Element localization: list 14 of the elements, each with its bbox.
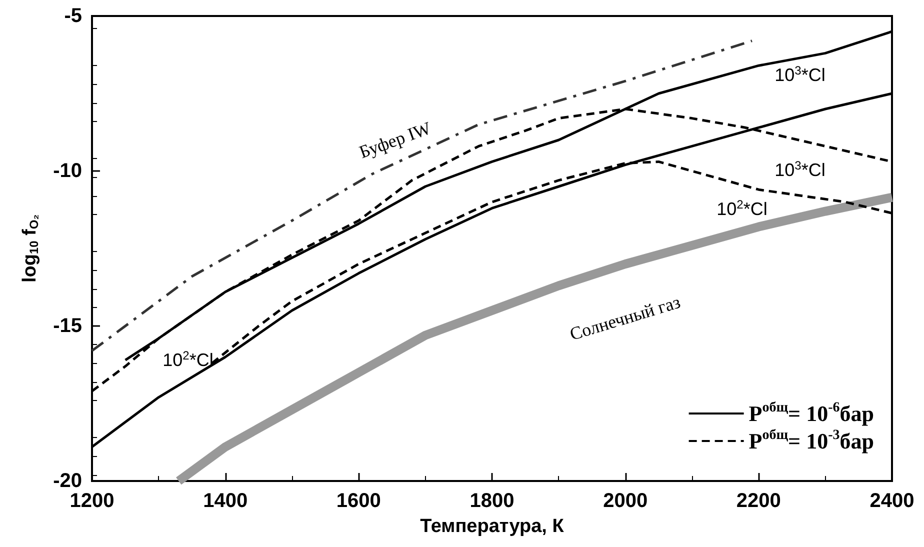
y-axis-title: log10 fO₂ xyxy=(20,214,41,283)
x-tick-label: 1600 xyxy=(336,490,381,512)
y-tick-label: -5 xyxy=(64,5,82,27)
y-tick-label: -20 xyxy=(53,470,82,492)
x-tick-label: 1800 xyxy=(470,490,514,512)
x-axis-title: Температура, К xyxy=(420,516,564,537)
y-tick-label: -10 xyxy=(53,160,82,182)
x-tick-label: 1400 xyxy=(203,490,248,512)
x-tick-label: 2000 xyxy=(603,490,648,512)
annotation: Буфер IW xyxy=(356,118,434,162)
x-tick-label: 1200 xyxy=(70,490,114,512)
x-tick-label: 2400 xyxy=(870,490,914,512)
x-tick-label: 2200 xyxy=(736,490,781,512)
y-tick-label: -15 xyxy=(53,315,82,337)
